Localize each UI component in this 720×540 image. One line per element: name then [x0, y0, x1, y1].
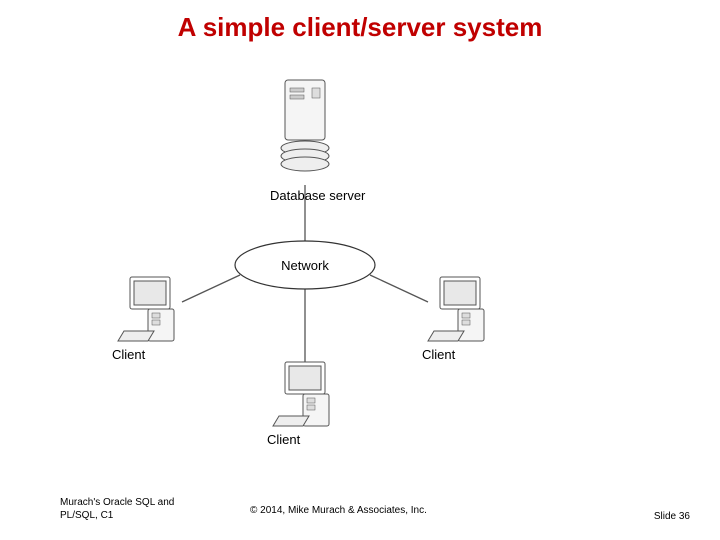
edge-client1-network [182, 275, 240, 302]
network-node: Network [235, 241, 375, 289]
slide-title: A simple client/server system [0, 12, 720, 43]
client-node-2 [428, 277, 484, 341]
server-label: Database server [270, 188, 365, 203]
slide: A simple client/server system [0, 0, 720, 540]
diagram-svg: Network [80, 70, 530, 460]
client3-label: Client [267, 432, 300, 447]
client-node-3 [273, 362, 329, 426]
server-node [281, 80, 329, 171]
footer-left: Murach's Oracle SQL and PL/SQL, C1 [60, 496, 200, 522]
footer-right: Slide 36 [654, 511, 690, 522]
network-diagram: Network Database server Client Client [80, 70, 530, 460]
client1-label: Client [112, 347, 145, 362]
network-label: Network [281, 258, 329, 273]
client2-label: Client [422, 347, 455, 362]
edge-client2-network [370, 275, 428, 302]
footer-center: © 2014, Mike Murach & Associates, Inc. [250, 505, 427, 516]
client-node-1 [118, 277, 174, 341]
